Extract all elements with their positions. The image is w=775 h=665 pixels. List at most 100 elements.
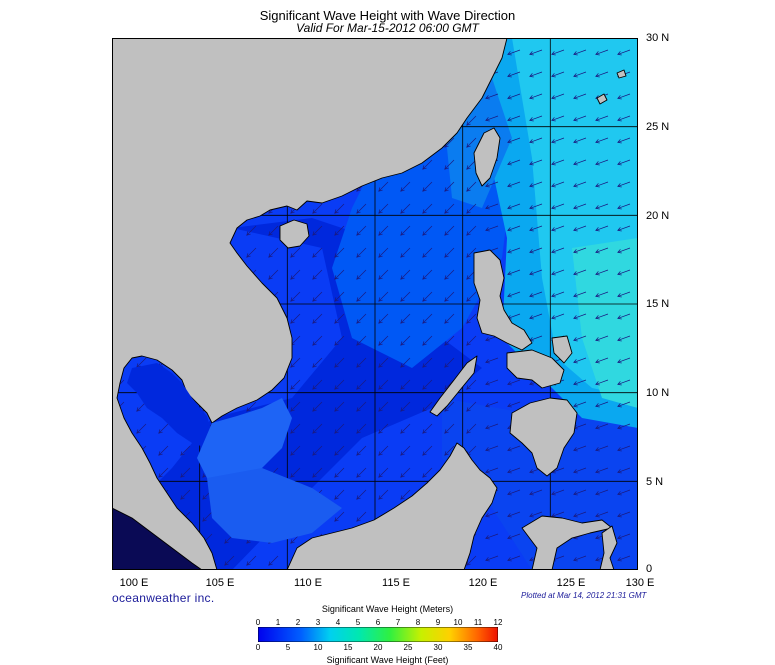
wave-arrow — [422, 159, 433, 170]
land-mindanao — [509, 397, 578, 477]
wave-arrow — [466, 181, 477, 192]
wave-height-map — [112, 38, 638, 570]
legend-meters-tick: 8 — [415, 618, 421, 627]
lat-label-5n: 5 N — [646, 476, 664, 488]
wave-arrow — [485, 423, 499, 430]
land-hainan — [279, 219, 310, 249]
wave-arrow — [573, 115, 587, 122]
wave-arrow — [573, 555, 587, 562]
wave-arrow — [507, 291, 521, 298]
wave-arrow — [485, 357, 499, 364]
wave-arrow — [529, 269, 543, 276]
wave-arrow — [158, 467, 169, 478]
wave-arrow — [507, 71, 521, 78]
wave-arrow — [422, 225, 433, 236]
wave-arrow — [595, 291, 609, 298]
wave-arrow — [422, 401, 433, 412]
wave-arrow — [356, 357, 367, 368]
wave-arrow — [444, 225, 455, 236]
wave-arrow — [551, 181, 565, 188]
wave-arrow — [334, 247, 345, 258]
wave-arrow — [617, 423, 631, 430]
wave-arrow — [617, 181, 631, 188]
wave-arrow — [529, 313, 543, 320]
wave-arrow — [617, 247, 631, 254]
wave-arrow — [422, 181, 433, 192]
wave-arrow — [444, 203, 455, 214]
wave-arrow — [290, 291, 301, 302]
wave-arrow — [334, 269, 345, 280]
wave-arrow — [334, 313, 345, 324]
wave-arrow — [312, 269, 323, 280]
wave-arrow — [378, 225, 389, 236]
legend-meters-tick: 9 — [435, 618, 441, 627]
land-halmahera — [599, 525, 618, 570]
wave-arrow — [312, 335, 323, 346]
wave-arrow — [312, 401, 323, 412]
wave-arrow — [158, 445, 169, 456]
wave-arrow — [551, 115, 565, 122]
wave-arrow — [290, 445, 301, 456]
wave-arrow — [551, 291, 565, 298]
wave-arrow — [507, 159, 521, 166]
wave-arrow — [312, 467, 323, 478]
ocean-high-region-3 — [572, 238, 638, 408]
wave-arrow — [356, 379, 367, 390]
wave-arrow — [312, 291, 323, 302]
wave-arrow — [312, 357, 323, 368]
wave-arrow — [485, 93, 499, 100]
wave-arrow — [378, 401, 389, 412]
legend-meters-tick: 2 — [295, 618, 301, 627]
wave-arrow — [595, 379, 609, 386]
wave-arrow — [268, 555, 279, 566]
wave-arrow — [529, 291, 543, 298]
wave-arrow — [444, 357, 455, 368]
wave-arrow — [507, 137, 521, 144]
legend-meters-tick: 5 — [355, 618, 361, 627]
wave-arrow — [444, 291, 455, 302]
wave-arrow — [444, 423, 455, 434]
wave-arrow — [507, 49, 521, 56]
lon-label-130e: 130 E — [625, 577, 655, 589]
wave-arrow — [573, 511, 587, 518]
wave-arrow — [378, 489, 389, 500]
legend-feet-tick: 5 — [285, 643, 291, 652]
wave-arrow — [507, 115, 521, 122]
wave-arrow — [529, 247, 543, 254]
wave-arrow — [400, 181, 411, 192]
wave-arrow — [551, 49, 565, 56]
wave-arrow — [334, 489, 345, 500]
wave-arrow — [422, 379, 433, 390]
lon-label-110e: 110 E — [294, 577, 322, 589]
land-island-ryukyu-2 — [616, 69, 627, 79]
wave-arrow — [466, 401, 477, 412]
legend-meters-tick: 1 — [275, 618, 281, 627]
wave-arrow — [595, 511, 609, 518]
lat-label-25n: 25 N — [646, 121, 670, 133]
wave-arrow — [400, 357, 411, 368]
wave-arrow — [290, 401, 301, 412]
wave-arrow — [529, 93, 543, 100]
wave-arrow — [334, 423, 345, 434]
wave-arrow — [551, 137, 565, 144]
wave-arrow — [595, 467, 609, 474]
wave-arrow — [595, 401, 609, 408]
wave-arrow — [595, 225, 609, 232]
wave-arrow — [356, 203, 367, 214]
wave-arrow — [595, 203, 609, 210]
wave-arrow — [595, 115, 609, 122]
wave-arrow — [617, 115, 631, 122]
wave-arrow — [617, 379, 631, 386]
wave-arrow — [507, 511, 521, 518]
wave-arrow — [573, 445, 587, 452]
wave-arrow — [400, 489, 411, 500]
lat-label-20n: 20 N — [646, 210, 670, 222]
wave-arrow — [529, 137, 543, 144]
wave-arrow — [312, 203, 323, 214]
lon-label-100e: 100 E — [119, 577, 149, 589]
wave-arrow — [268, 269, 279, 280]
ocean-gulf-thailand — [127, 363, 212, 448]
land-island-ryukyu — [596, 93, 608, 105]
ocean-shelf-sunda — [207, 468, 342, 543]
wave-arrow — [378, 379, 389, 390]
